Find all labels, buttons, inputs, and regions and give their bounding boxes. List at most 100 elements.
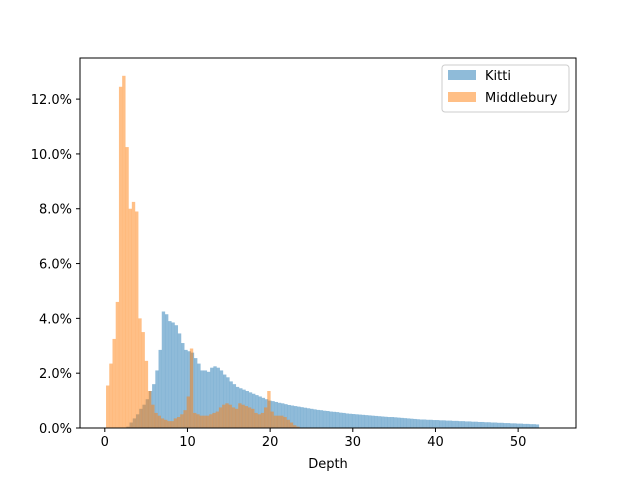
bar-kitti-16 — [177, 333, 182, 428]
bar-middlebury-26 — [189, 348, 194, 428]
bar-kitti-113 — [490, 422, 494, 428]
bar-kitti-108 — [474, 421, 478, 428]
bar-middlebury-51 — [270, 411, 274, 428]
bar-middlebury-4 — [118, 86, 123, 428]
bar-middlebury-10 — [138, 318, 142, 428]
bar-kitti-67 — [342, 412, 346, 428]
bar-middlebury-11 — [141, 332, 145, 428]
bar-kitti-122 — [519, 423, 523, 428]
bar-middlebury-35 — [218, 407, 223, 428]
bar-kitti-105 — [464, 421, 469, 428]
bar-kitti-31 — [226, 377, 230, 428]
bar-kitti-89 — [413, 418, 417, 428]
bar-middlebury-8 — [131, 201, 136, 428]
bar-middlebury-17 — [160, 418, 165, 428]
series-middlebury — [106, 75, 300, 428]
y-tick-label-6: 12.0% — [31, 93, 72, 108]
bar-kitti-94 — [429, 419, 433, 428]
bar-kitti-61 — [322, 410, 327, 428]
bar-kitti-23 — [200, 370, 204, 428]
bar-middlebury-5 — [122, 75, 126, 428]
bar-kitti-25 — [206, 371, 211, 428]
bar-kitti-116 — [500, 422, 504, 428]
bar-kitti-84 — [397, 417, 401, 428]
bar-kitti-29 — [219, 370, 224, 428]
bar-kitti-64 — [332, 411, 336, 428]
bar-kitti-90 — [416, 419, 420, 428]
bar-middlebury-55 — [283, 417, 287, 428]
bar-middlebury-47 — [257, 414, 261, 428]
bar-middlebury-9 — [135, 211, 139, 428]
bar-kitti-9 — [155, 370, 159, 428]
bar-kitti-14 — [171, 322, 175, 428]
bar-kitti-127 — [535, 424, 540, 428]
bar-middlebury-15 — [154, 412, 158, 428]
bar-middlebury-33 — [212, 412, 216, 428]
bar-middlebury-30 — [202, 415, 207, 428]
bar-middlebury-52 — [273, 415, 278, 428]
bar-kitti-72 — [358, 414, 362, 428]
bar-kitti-55 — [303, 407, 307, 428]
bar-kitti-34 — [235, 386, 240, 428]
bar-kitti-50 — [287, 404, 291, 428]
bar-kitti-95 — [432, 420, 436, 428]
bar-middlebury-6 — [125, 147, 129, 428]
bar-kitti-91 — [419, 419, 424, 428]
bar-kitti-19 — [187, 351, 191, 428]
bar-middlebury-59 — [296, 426, 300, 428]
bar-kitti-101 — [451, 420, 456, 428]
bar-kitti-117 — [503, 423, 507, 428]
bar-middlebury-1 — [109, 363, 113, 428]
bar-middlebury-39 — [231, 407, 236, 428]
bar-kitti-88 — [410, 418, 414, 428]
bar-kitti-97 — [439, 420, 443, 428]
bar-kitti-77 — [374, 415, 378, 428]
x-tick-label-4: 40 — [427, 435, 444, 450]
bar-middlebury-2 — [112, 338, 116, 428]
bar-middlebury-58 — [293, 425, 297, 428]
bar-kitti-74 — [364, 415, 369, 428]
bar-middlebury-48 — [260, 412, 265, 428]
bar-kitti-65 — [335, 412, 340, 428]
bar-kitti-112 — [487, 422, 491, 428]
bar-kitti-120 — [513, 423, 517, 428]
bar-kitti-107 — [471, 421, 475, 428]
bar-kitti-11 — [161, 311, 166, 428]
bar-middlebury-38 — [228, 404, 232, 428]
legend-label-kitti: Kitti — [485, 69, 511, 84]
bar-kitti-56 — [306, 408, 311, 428]
bar-middlebury-20 — [170, 421, 174, 428]
bar-middlebury-31 — [205, 415, 210, 428]
bar-middlebury-23 — [180, 414, 184, 428]
x-tick-label-5: 50 — [510, 435, 527, 450]
bar-kitti-110 — [480, 421, 485, 428]
bar-kitti-73 — [361, 414, 366, 428]
bar-kitti-92 — [422, 419, 427, 428]
bar-kitti-86 — [403, 418, 407, 428]
bar-middlebury-28 — [196, 414, 200, 428]
bar-kitti-60 — [319, 410, 324, 428]
bar-middlebury-50 — [267, 391, 271, 428]
bar-kitti-63 — [329, 411, 333, 428]
bar-middlebury-13 — [147, 391, 152, 428]
bar-middlebury-3 — [115, 301, 120, 428]
bar-kitti-123 — [522, 423, 527, 428]
bar-kitti-118 — [506, 423, 511, 428]
y-axis: 0.0% 2.0% 4.0% 6.0% 8.0% 10.0% 12.0% — [31, 93, 80, 437]
bar-kitti-13 — [168, 321, 172, 428]
y-tick-label-2: 4.0% — [39, 312, 72, 327]
bar-kitti-115 — [497, 422, 501, 428]
bar-middlebury-56 — [286, 419, 290, 428]
bar-middlebury-24 — [183, 410, 187, 428]
x-tick-label-0: 0 — [101, 435, 109, 450]
bar-kitti-125 — [529, 424, 533, 428]
bar-kitti-96 — [435, 420, 440, 428]
bar-kitti-83 — [393, 417, 398, 428]
bar-middlebury-45 — [251, 408, 255, 428]
bar-kitti-80 — [384, 416, 388, 428]
bar-kitti-106 — [468, 421, 472, 428]
bar-middlebury-40 — [235, 408, 239, 428]
y-tick-label-3: 6.0% — [39, 258, 72, 273]
bar-middlebury-12 — [144, 360, 149, 428]
